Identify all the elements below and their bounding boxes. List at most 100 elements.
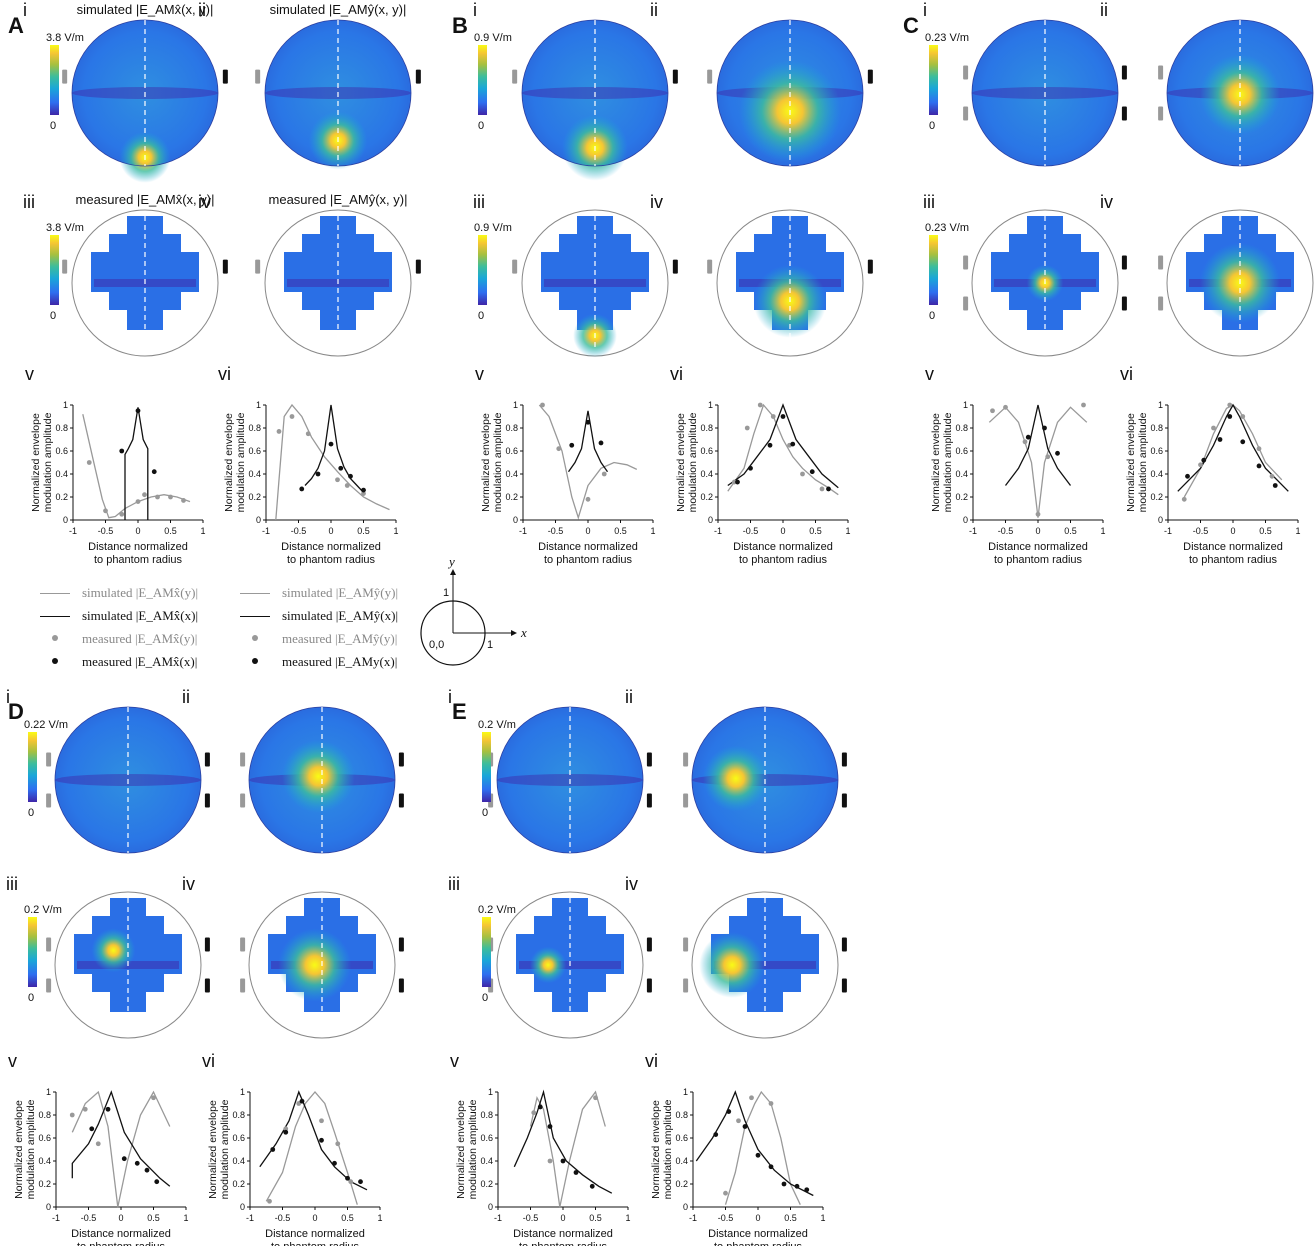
subpanel-label: vi [202, 1051, 215, 1071]
x-axis-label: x [520, 625, 527, 640]
colorbar-min-label: 0 [482, 807, 488, 819]
colorbar-min-label: 0 [50, 120, 56, 132]
data-point [1003, 404, 1008, 410]
data-point [585, 419, 591, 425]
data-point [315, 471, 321, 477]
subpanel-label: ii [650, 0, 658, 20]
electrode-pad [646, 793, 652, 808]
electrode-pad [867, 69, 873, 84]
simulated-heatmap [248, 706, 396, 854]
legend-item: measured |E_AMŷ(y)| [240, 629, 440, 652]
data-point [270, 1147, 276, 1152]
y-axis-label: Normalized envelope [930, 413, 942, 512]
data-point [276, 429, 282, 434]
data-point [119, 448, 125, 454]
x-tick-label: -0.5 [743, 526, 759, 536]
x-tick-label: 0.5 [809, 526, 822, 536]
electrode-pad [1158, 296, 1164, 311]
electrode-pad [683, 752, 689, 767]
electrode-pad [240, 978, 246, 993]
electrode-pad [867, 259, 873, 274]
data-point [86, 460, 92, 465]
series-line [71, 1090, 171, 1187]
electrode-pad [222, 259, 228, 274]
data-point [768, 1164, 774, 1170]
measured-heatmap [248, 891, 396, 1039]
data-point [585, 496, 591, 502]
data-point [103, 508, 108, 514]
subpanel-label: v [25, 364, 34, 384]
y-tick-label: 1 [46, 1087, 51, 1097]
series-line [1183, 404, 1283, 498]
electrode-pad [222, 69, 228, 84]
data-point [154, 1179, 160, 1185]
subpanel-label: i [448, 687, 452, 707]
data-point [267, 1198, 272, 1204]
hot-spot [91, 928, 136, 973]
x-tick-label: 0.5 [147, 1213, 160, 1223]
data-point [283, 1126, 289, 1132]
y-tick-label: 0 [1158, 515, 1163, 525]
data-point [319, 1118, 324, 1124]
series-line [71, 1090, 171, 1208]
x-axis-label: to phantom radius [77, 1241, 166, 1246]
y-axis-label: Normalized envelope [455, 1100, 467, 1199]
electrode-pad [240, 752, 246, 767]
data-point [361, 487, 366, 493]
data-point [338, 465, 344, 471]
data-point [770, 414, 776, 419]
subpanel-label: iii [448, 874, 460, 894]
data-point [95, 1141, 101, 1147]
electrode-pad [707, 259, 713, 274]
data-point [736, 1118, 741, 1124]
data-point [299, 486, 305, 492]
series-line [265, 1090, 358, 1205]
electrode-pad [62, 259, 68, 274]
data-point [1227, 414, 1233, 419]
data-point [1045, 454, 1051, 460]
y-tick-label: 0.4 [700, 469, 713, 479]
x-tick-label: -1 [1164, 526, 1172, 536]
x-axis-label: to phantom radius [519, 1241, 608, 1246]
subpanel-label: v [450, 1051, 459, 1071]
electrode-pad [672, 69, 678, 84]
y-axis-label: Normalized envelope [13, 1100, 25, 1199]
hot-spot [281, 739, 355, 813]
electrode-pad [204, 937, 210, 952]
subpanel-label: vi [1120, 364, 1133, 384]
data-point [826, 486, 831, 492]
x-tick-label: -1 [494, 1213, 502, 1223]
electrode-pad [841, 937, 847, 952]
data-point [560, 1158, 566, 1164]
y-tick-label: 1 [240, 1087, 245, 1097]
colorbar-min-label: 0 [482, 992, 488, 1004]
x-tick-label: 0 [1230, 526, 1235, 536]
electrode-pad [398, 937, 404, 952]
y-tick-label: 0.2 [675, 1179, 688, 1189]
simulated-heatmap [1166, 19, 1314, 167]
electrode-pad [707, 69, 713, 84]
electrode-pad [963, 255, 969, 270]
y-tick-label: 0 [963, 515, 968, 525]
series-line [304, 404, 364, 493]
colorbar [482, 732, 491, 802]
data-point [283, 1129, 289, 1135]
data-point [134, 1160, 140, 1166]
subpanel-label: i [6, 687, 10, 707]
data-point [105, 1106, 111, 1112]
y-tick-label: 0.6 [248, 446, 261, 456]
colorbar-max-label: 3.8 V/m [46, 222, 84, 234]
data-point [726, 1109, 732, 1114]
electrode-pads [255, 259, 421, 274]
x-tick-label: -1 [689, 1213, 697, 1223]
electrode-pad [672, 259, 678, 274]
data-point [142, 492, 147, 498]
electrode-pads [240, 752, 404, 808]
hot-spot [702, 745, 769, 812]
x-axis-label: Distance normalized [281, 541, 381, 553]
y-tick-label: 0.4 [675, 1156, 688, 1166]
data-point [790, 441, 796, 447]
x-tick-label: 1 [393, 526, 398, 536]
legend-item: measured |E_AMx̂(y)| [40, 629, 240, 652]
y-arrowhead [450, 569, 456, 575]
